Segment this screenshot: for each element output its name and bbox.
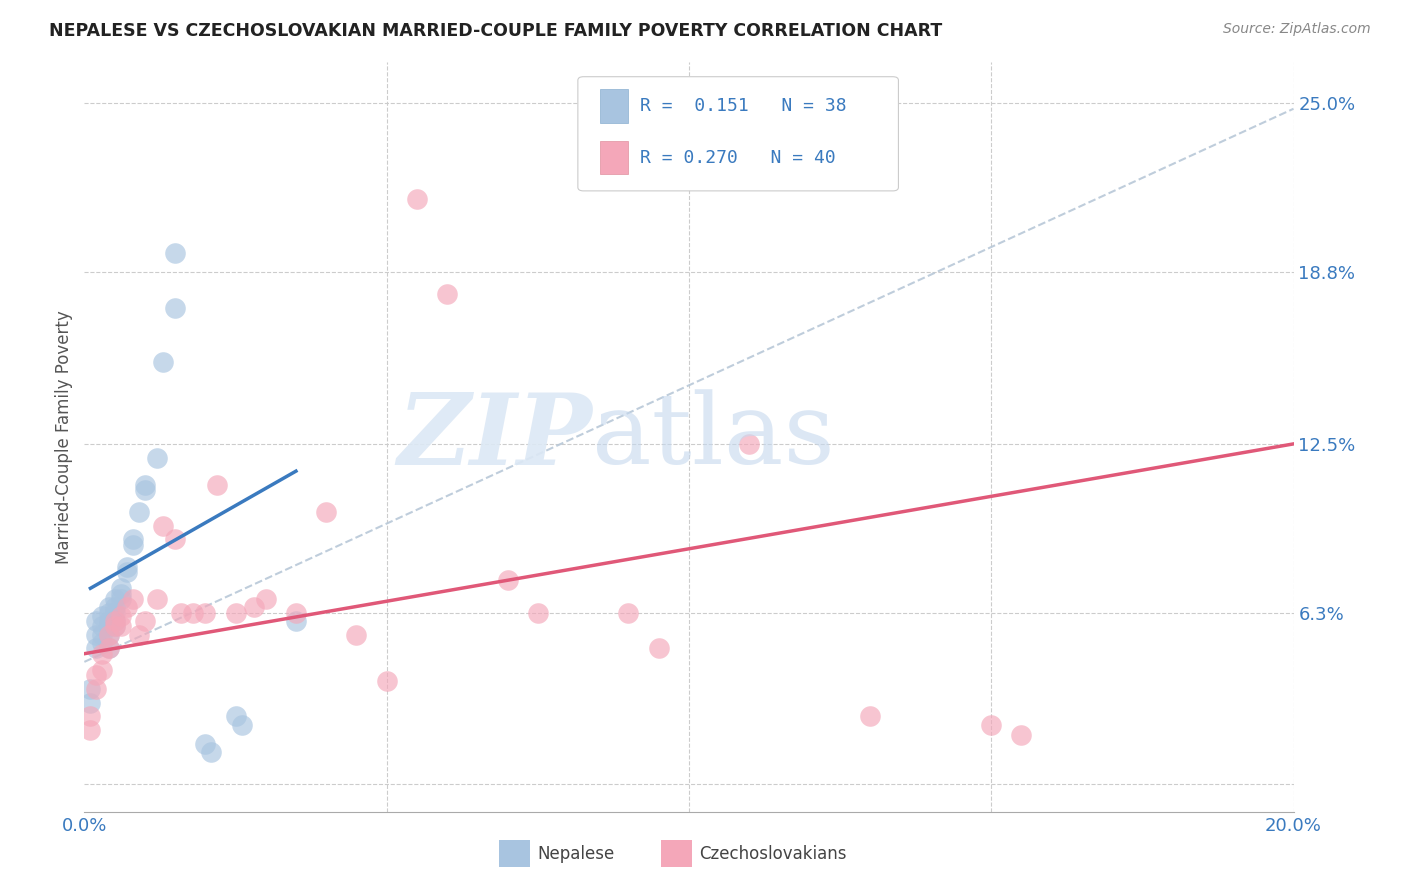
Text: atlas: atlas — [592, 389, 835, 485]
Y-axis label: Married-Couple Family Poverty: Married-Couple Family Poverty — [55, 310, 73, 564]
Text: R = 0.270   N = 40: R = 0.270 N = 40 — [640, 149, 835, 167]
Point — [104, 614, 127, 628]
Point — [165, 246, 187, 260]
Point — [134, 614, 156, 628]
Point — [121, 538, 143, 552]
Point — [315, 505, 337, 519]
Point — [104, 619, 127, 633]
Point — [165, 533, 187, 547]
Point — [110, 587, 132, 601]
Point — [91, 619, 114, 633]
Point — [406, 192, 429, 206]
Point — [97, 641, 120, 656]
Text: ZIP: ZIP — [398, 389, 592, 485]
Point — [79, 682, 101, 697]
Point — [86, 682, 108, 697]
Point — [91, 663, 114, 677]
Point — [79, 696, 101, 710]
Point — [200, 745, 222, 759]
Point — [91, 608, 114, 623]
Point — [115, 559, 138, 574]
Point — [181, 606, 204, 620]
Point — [207, 477, 229, 491]
Point — [79, 709, 101, 723]
Point — [285, 606, 308, 620]
Point — [128, 505, 150, 519]
Point — [285, 614, 308, 628]
Point — [79, 723, 101, 737]
Point — [496, 573, 519, 587]
Text: R =  0.151   N = 38: R = 0.151 N = 38 — [640, 97, 846, 115]
Point — [146, 592, 169, 607]
Point — [104, 619, 127, 633]
Point — [97, 641, 120, 656]
Point — [225, 709, 247, 723]
Point — [97, 619, 120, 633]
Point — [86, 614, 108, 628]
Point — [165, 301, 187, 315]
Point — [110, 608, 132, 623]
Point — [194, 737, 217, 751]
Point — [97, 627, 120, 641]
Point — [86, 668, 108, 682]
Point — [436, 287, 458, 301]
Text: Source: ZipAtlas.com: Source: ZipAtlas.com — [1223, 22, 1371, 37]
Point — [104, 592, 127, 607]
Point — [152, 518, 174, 533]
Point — [134, 477, 156, 491]
Text: Czechoslovakians: Czechoslovakians — [699, 845, 846, 863]
Text: Nepalese: Nepalese — [537, 845, 614, 863]
Point — [104, 600, 127, 615]
Point — [115, 600, 138, 615]
Point — [128, 627, 150, 641]
Point — [527, 606, 550, 620]
Point — [121, 592, 143, 607]
Point — [97, 614, 120, 628]
Point — [254, 592, 277, 607]
Point — [648, 641, 671, 656]
Point — [110, 582, 132, 596]
Point — [152, 355, 174, 369]
Point — [104, 614, 127, 628]
Point — [91, 636, 114, 650]
Point — [738, 437, 761, 451]
Point — [97, 627, 120, 641]
Point — [91, 627, 114, 641]
Point — [134, 483, 156, 498]
Point — [104, 606, 127, 620]
Point — [859, 709, 882, 723]
Text: NEPALESE VS CZECHOSLOVAKIAN MARRIED-COUPLE FAMILY POVERTY CORRELATION CHART: NEPALESE VS CZECHOSLOVAKIAN MARRIED-COUP… — [49, 22, 942, 40]
Point — [110, 592, 132, 607]
Point — [110, 619, 132, 633]
Point — [91, 647, 114, 661]
Point — [375, 673, 398, 688]
Point — [242, 600, 264, 615]
Point — [346, 627, 368, 641]
Point — [86, 627, 108, 641]
Point — [170, 606, 193, 620]
Point — [231, 717, 253, 731]
Point — [121, 533, 143, 547]
Point — [97, 606, 120, 620]
Point — [617, 606, 640, 620]
Point — [980, 717, 1002, 731]
Point — [225, 606, 247, 620]
Point — [115, 565, 138, 579]
Point — [194, 606, 217, 620]
Point — [97, 600, 120, 615]
Point — [146, 450, 169, 465]
Point — [86, 641, 108, 656]
Point — [1011, 728, 1033, 742]
